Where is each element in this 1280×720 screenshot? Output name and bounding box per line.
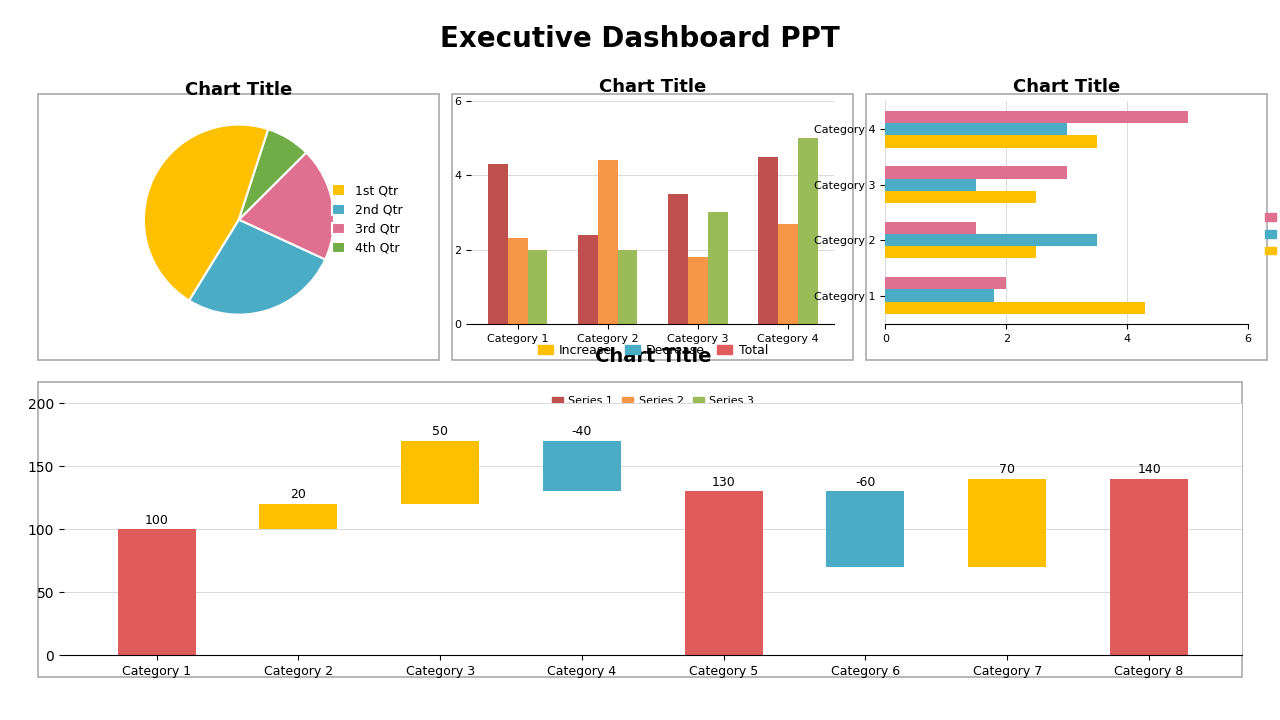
Bar: [886, 179, 977, 191]
Bar: [668, 194, 687, 324]
Text: 20: 20: [291, 488, 306, 501]
Text: 50: 50: [433, 426, 448, 438]
Bar: [886, 166, 1066, 179]
Bar: [118, 529, 196, 655]
Text: 70: 70: [1000, 463, 1015, 477]
Text: 140: 140: [1137, 463, 1161, 477]
Bar: [260, 504, 338, 529]
Bar: [618, 250, 637, 324]
Bar: [488, 164, 508, 324]
Bar: [687, 257, 708, 324]
Legend: Increase, Decrease, Total: Increase, Decrease, Total: [532, 339, 773, 362]
Text: 130: 130: [712, 476, 736, 489]
Bar: [797, 138, 818, 324]
Text: -60: -60: [855, 476, 876, 489]
Title: Chart Title: Chart Title: [186, 81, 293, 99]
Bar: [886, 123, 1066, 135]
Bar: [598, 161, 618, 324]
Bar: [508, 238, 527, 324]
Title: Chart Title: Chart Title: [594, 346, 712, 366]
Bar: [886, 302, 1146, 314]
Text: -40: -40: [572, 426, 593, 438]
Bar: [886, 234, 1097, 246]
Bar: [886, 222, 977, 234]
Wedge shape: [143, 125, 269, 300]
Bar: [886, 111, 1188, 123]
Bar: [1110, 479, 1188, 655]
Wedge shape: [239, 153, 334, 259]
Bar: [579, 235, 598, 324]
Bar: [886, 191, 1037, 203]
Legend: Series 3, Series 2, Series 1: Series 3, Series 2, Series 1: [1261, 209, 1280, 261]
Bar: [886, 277, 1006, 289]
Title: Chart Title: Chart Title: [1012, 78, 1120, 96]
Bar: [886, 289, 995, 302]
Wedge shape: [239, 129, 306, 220]
Bar: [886, 246, 1037, 258]
Text: 100: 100: [145, 513, 169, 527]
Bar: [543, 441, 621, 492]
Title: Chart Title: Chart Title: [599, 78, 707, 96]
Bar: [527, 250, 548, 324]
Bar: [758, 156, 778, 324]
Bar: [685, 492, 763, 655]
Text: Executive Dashboard PPT: Executive Dashboard PPT: [440, 25, 840, 53]
Bar: [886, 135, 1097, 148]
Bar: [968, 479, 1046, 567]
Bar: [708, 212, 727, 324]
Bar: [778, 223, 797, 324]
Bar: [401, 441, 479, 504]
Bar: [827, 491, 905, 567]
Legend: 1st Qtr, 2nd Qtr, 3rd Qtr, 4th Qtr: 1st Qtr, 2nd Qtr, 3rd Qtr, 4th Qtr: [329, 181, 406, 258]
Legend: Series 1, Series 2, Series 3: Series 1, Series 2, Series 3: [547, 392, 759, 411]
Wedge shape: [189, 220, 325, 315]
